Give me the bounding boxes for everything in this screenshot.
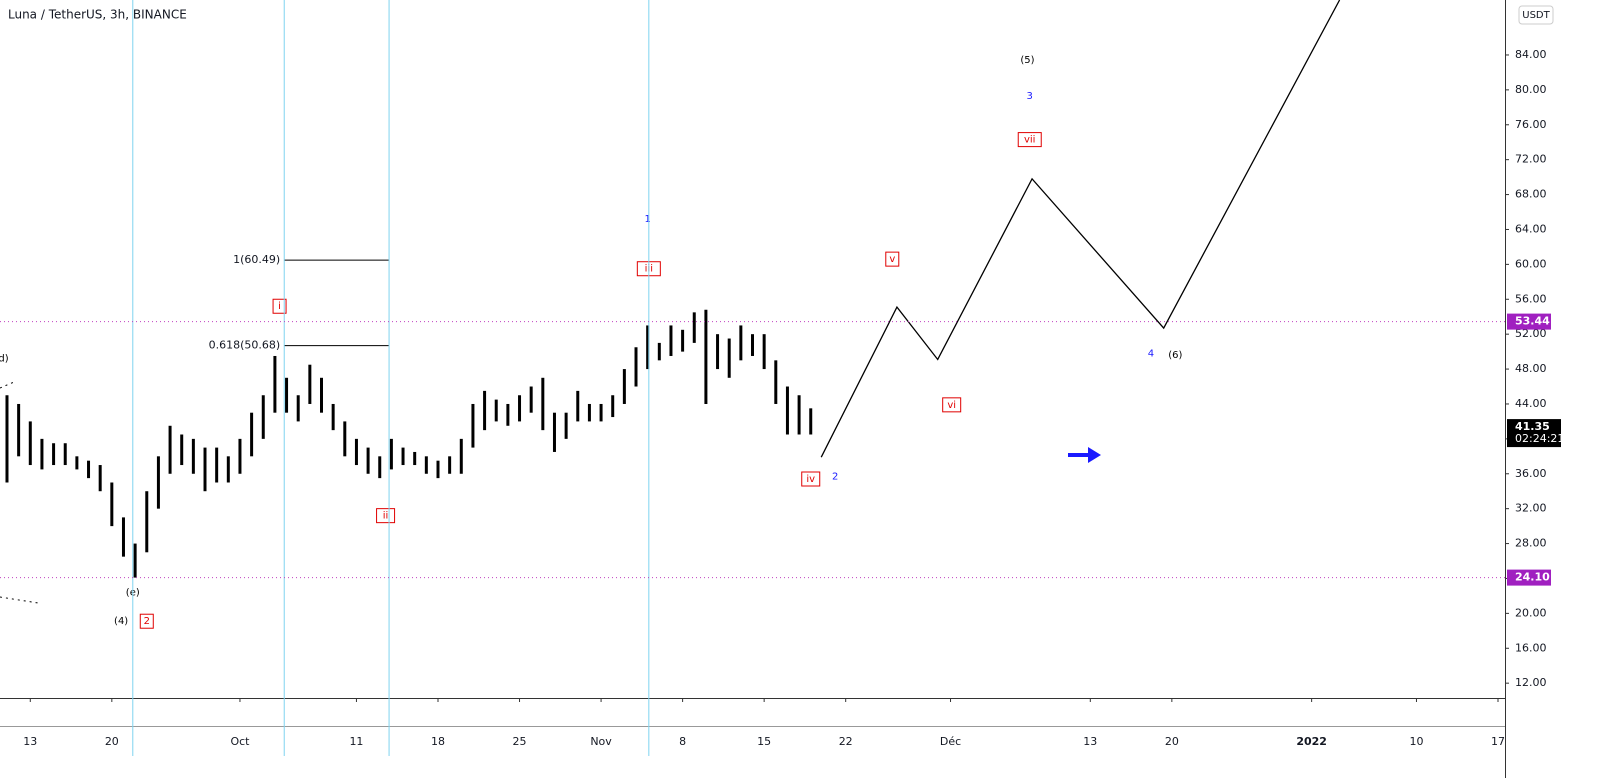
wave-label: 2 xyxy=(832,471,838,482)
x-tick-label: 13 xyxy=(23,735,37,748)
y-tick-label: 64.00 xyxy=(1515,222,1547,235)
wave-box xyxy=(801,471,821,487)
x-tick-label: 11 xyxy=(349,735,363,748)
x-tick-label: 8 xyxy=(679,735,686,748)
x-tick-label: Nov xyxy=(590,735,612,748)
wave-box xyxy=(1017,132,1042,148)
wave-label: 4 xyxy=(1148,348,1154,359)
wave-box xyxy=(139,613,154,629)
wave-label: 3 xyxy=(1027,91,1033,102)
wave-label: i xyxy=(278,301,281,312)
wave-box xyxy=(376,508,396,524)
wave-label: (6) xyxy=(1168,350,1182,361)
y-tick-label: 16.00 xyxy=(1515,641,1547,654)
x-tick-label: 20 xyxy=(1165,735,1179,748)
x-tick-label: Déc xyxy=(940,735,961,748)
y-tick-label: 60.00 xyxy=(1515,257,1547,270)
y-tick-label: 68.00 xyxy=(1515,188,1547,201)
wave-label: v xyxy=(889,254,895,265)
last-price: 41.35 xyxy=(1515,420,1550,433)
projection-line xyxy=(820,0,1341,458)
currency-box xyxy=(1518,5,1554,25)
wave-label: vii xyxy=(1024,135,1035,146)
level-label: 53.44 xyxy=(1515,315,1550,328)
x-tick-label: 18 xyxy=(431,735,445,748)
currency: USDT xyxy=(1522,10,1550,21)
y-tick-label: 20.00 xyxy=(1515,606,1547,619)
level-badge xyxy=(1507,313,1551,330)
y-tick-label: 56.00 xyxy=(1515,292,1547,305)
wave-label: (4) xyxy=(114,616,128,627)
x-tick-label: 17 xyxy=(1491,735,1505,748)
y-tick-label: 36.00 xyxy=(1515,467,1547,480)
wave-label: vi xyxy=(947,400,956,411)
x-tick-label: 10 xyxy=(1409,735,1423,748)
x-tick-label: 2022 xyxy=(1296,735,1327,748)
y-tick-label: 52.00 xyxy=(1515,327,1547,340)
wave-label: 1 xyxy=(644,214,650,225)
x-tick-label: Oct xyxy=(230,735,250,748)
wave-label: (5) xyxy=(1020,55,1034,66)
wave-label: iv xyxy=(806,474,815,485)
wave-label: 2 xyxy=(144,616,150,627)
wave-label: d) xyxy=(0,354,9,365)
wave-box xyxy=(942,397,962,413)
x-tick-label: 22 xyxy=(839,735,853,748)
y-tick-label: 44.00 xyxy=(1515,397,1547,410)
x-tick-label: 25 xyxy=(513,735,527,748)
fib-label: 0.618(50.68) xyxy=(209,339,281,352)
y-tick-label: 48.00 xyxy=(1515,362,1547,375)
wave-label: ii xyxy=(383,511,389,522)
y-tick-label: 72.00 xyxy=(1515,153,1547,166)
wave-box xyxy=(272,298,287,314)
y-tick-label: 28.00 xyxy=(1515,537,1547,550)
y-tick-label: 32.00 xyxy=(1515,502,1547,515)
arrow xyxy=(1068,447,1101,463)
level-label: 24.10 xyxy=(1515,571,1550,584)
chart-title: Luna / TetherUS, 3h, BINANCE xyxy=(8,8,187,22)
fib-label: 1(60.49) xyxy=(233,253,280,266)
trend-line xyxy=(0,381,39,604)
y-tick-label: 84.00 xyxy=(1515,48,1547,61)
y-tick-label: 12.00 xyxy=(1515,676,1547,689)
level-badge xyxy=(1507,569,1551,586)
y-tick-label: 80.00 xyxy=(1515,83,1547,96)
countdown: 02:24:21 xyxy=(1515,432,1564,445)
y-tick-label: 76.00 xyxy=(1515,118,1547,131)
x-tick-label: 15 xyxy=(757,735,771,748)
x-tick-label: 13 xyxy=(1083,735,1097,748)
x-tick-label: 20 xyxy=(105,735,119,748)
wave-box xyxy=(885,251,900,267)
last-price-badge xyxy=(1507,419,1561,448)
